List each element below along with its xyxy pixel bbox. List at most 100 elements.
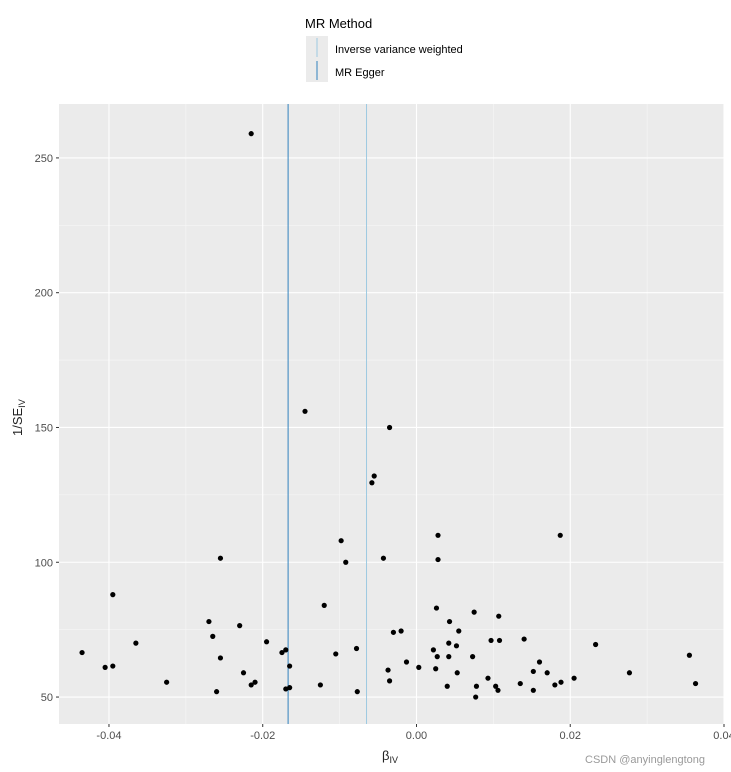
y-tick-label: 150 — [35, 422, 53, 434]
y-tick-label: 50 — [41, 692, 53, 704]
data-point — [544, 670, 550, 676]
data-point — [444, 683, 450, 689]
data-point — [488, 637, 494, 644]
data-point — [530, 687, 536, 693]
x-tick-label: -0.02 — [250, 730, 275, 742]
data-point — [552, 682, 558, 688]
data-point — [279, 649, 285, 656]
data-point — [217, 555, 224, 561]
data-point — [446, 640, 452, 646]
data-point — [354, 689, 360, 695]
data-point — [248, 131, 254, 137]
data-point — [416, 664, 422, 670]
data-point — [686, 652, 693, 658]
data-point — [390, 629, 397, 635]
legend-entry-ivw: Inverse variance weighted — [306, 36, 463, 59]
data-point — [338, 538, 344, 544]
data-point — [133, 640, 139, 646]
data-point — [496, 637, 503, 644]
x-tick-label: -0.04 — [96, 730, 121, 742]
data-point — [446, 654, 452, 660]
data-point — [626, 670, 633, 676]
data-point — [471, 609, 477, 615]
data-point — [593, 641, 599, 648]
x-tick-label: 0.04 — [713, 730, 731, 742]
data-point — [558, 679, 564, 685]
legend-title: MR Method — [305, 16, 372, 31]
data-point — [237, 623, 243, 629]
y-tick-label: 100 — [35, 557, 53, 569]
data-point — [333, 651, 339, 657]
data-point — [240, 670, 247, 676]
data-point — [206, 618, 212, 625]
data-point — [398, 628, 404, 634]
method-lines — [287, 104, 368, 724]
data-point — [571, 675, 577, 681]
watermark: CSDN @anyinglengtong — [585, 754, 705, 766]
data-point — [456, 628, 462, 634]
data-point — [496, 613, 502, 619]
data-point — [214, 689, 220, 695]
data-point — [210, 633, 216, 639]
data-point — [446, 618, 453, 625]
plot-panel — [59, 104, 724, 724]
x-tick-label: 0.00 — [406, 730, 427, 742]
x-axis-title: βIV — [382, 748, 398, 765]
data-point — [353, 645, 360, 652]
data-point — [493, 683, 499, 689]
data-point — [536, 659, 543, 665]
data-point — [283, 647, 289, 653]
data-points — [79, 131, 699, 700]
data-point — [495, 687, 501, 693]
data-point — [110, 592, 116, 598]
data-point — [385, 667, 391, 673]
data-point — [454, 670, 460, 676]
data-point — [110, 663, 116, 669]
data-point — [485, 675, 491, 681]
data-point — [433, 605, 440, 611]
y-axis-title: 1/SEIV — [10, 399, 27, 436]
data-point — [79, 649, 85, 656]
data-point — [470, 654, 476, 660]
data-point — [517, 680, 523, 687]
data-point — [287, 685, 293, 691]
data-point — [369, 480, 375, 486]
y-tick-label: 250 — [35, 153, 53, 165]
data-point — [263, 639, 270, 645]
data-point — [430, 647, 436, 653]
data-point — [102, 664, 108, 670]
data-point — [557, 532, 563, 538]
data-point — [434, 654, 440, 660]
y-axis: 50 100 150 200 250 — [35, 153, 59, 704]
legend-label-mr-egger: MR Egger — [335, 67, 385, 79]
data-point — [435, 532, 441, 538]
legend-entry-mr-egger: MR Egger — [306, 59, 385, 82]
data-point — [692, 680, 699, 687]
x-axis: -0.04 -0.02 0.00 0.02 0.04 — [96, 724, 731, 742]
data-point — [252, 679, 258, 685]
data-point — [403, 659, 410, 665]
data-point — [521, 636, 527, 642]
legend-label-ivw: Inverse variance weighted — [335, 44, 463, 56]
data-point — [302, 408, 308, 414]
data-point — [317, 682, 323, 688]
grid-lines — [59, 104, 725, 724]
data-point — [386, 678, 393, 684]
data-point — [321, 602, 327, 608]
x-tick-label: 0.02 — [560, 730, 581, 742]
data-point — [473, 683, 480, 689]
data-point — [435, 556, 441, 563]
data-point — [453, 643, 460, 649]
data-point — [380, 555, 387, 561]
legend: MR Method Inverse variance weighted MR E… — [305, 16, 463, 82]
data-point — [217, 655, 224, 661]
data-point — [343, 559, 349, 565]
y-tick-label: 200 — [35, 288, 53, 300]
data-point — [433, 666, 439, 672]
data-point — [287, 663, 293, 669]
data-point — [248, 682, 254, 688]
data-point — [473, 694, 479, 700]
data-point — [371, 473, 377, 479]
data-point — [164, 679, 170, 685]
